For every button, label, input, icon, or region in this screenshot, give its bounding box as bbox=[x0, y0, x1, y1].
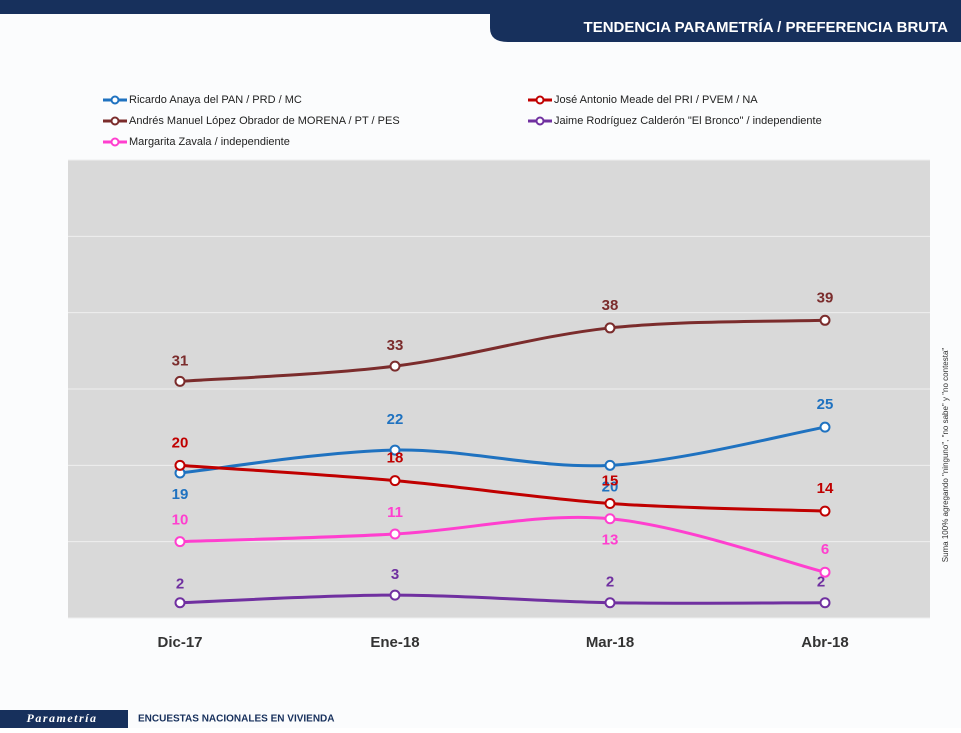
data-label: 3 bbox=[391, 566, 399, 583]
legend-label: Jaime Rodríguez Calderón "El Bronco" / i… bbox=[554, 115, 822, 127]
legend-label: Andrés Manuel López Obrador de MORENA / … bbox=[129, 115, 400, 127]
data-label: 25 bbox=[817, 396, 834, 413]
data-point bbox=[176, 461, 185, 470]
data-label: 38 bbox=[602, 297, 619, 314]
side-note: Suma 100% agregando "ninguno", "no sabe"… bbox=[941, 348, 950, 563]
x-tick-label: Mar-18 bbox=[586, 634, 634, 651]
slide: TENDENCIA PARAMETRÍA / PREFERENCIA BRUTA… bbox=[0, 0, 961, 728]
data-point bbox=[606, 499, 615, 508]
legend-marker bbox=[112, 139, 119, 146]
data-point bbox=[821, 507, 830, 516]
data-point bbox=[821, 598, 830, 607]
data-point bbox=[606, 514, 615, 523]
data-point bbox=[391, 591, 400, 600]
data-point bbox=[606, 461, 615, 470]
legend-marker bbox=[112, 118, 119, 125]
data-label: 39 bbox=[817, 289, 834, 306]
data-label: 14 bbox=[817, 480, 834, 497]
footer-text: ENCUESTAS NACIONALES EN VIVIENDA bbox=[138, 714, 335, 725]
data-label: 13 bbox=[602, 532, 619, 549]
data-point bbox=[176, 537, 185, 546]
data-label: 11 bbox=[387, 504, 403, 521]
data-point bbox=[606, 598, 615, 607]
data-point bbox=[176, 377, 185, 386]
data-point bbox=[821, 316, 830, 325]
data-label: 15 bbox=[602, 472, 619, 489]
data-point bbox=[391, 362, 400, 371]
data-label: 33 bbox=[387, 337, 404, 354]
legend-label: Ricardo Anaya del PAN / PRD / MC bbox=[129, 94, 302, 106]
data-label: 10 bbox=[172, 512, 189, 529]
x-tick-label: Dic-17 bbox=[157, 634, 202, 651]
data-label: 2 bbox=[606, 574, 614, 591]
data-label: 20 bbox=[172, 434, 189, 451]
data-label: 31 bbox=[172, 352, 189, 369]
data-label: 6 bbox=[821, 541, 829, 558]
data-label: 19 bbox=[172, 486, 189, 503]
header-title: TENDENCIA PARAMETRÍA / PREFERENCIA BRUTA bbox=[584, 19, 949, 36]
data-point bbox=[391, 530, 400, 539]
x-tick-label: Abr-18 bbox=[801, 634, 849, 651]
data-label: 18 bbox=[387, 450, 404, 467]
data-point bbox=[176, 598, 185, 607]
top-bar bbox=[0, 0, 961, 14]
data-point bbox=[821, 568, 830, 577]
data-label: 2 bbox=[176, 576, 184, 593]
data-point bbox=[391, 476, 400, 485]
legend-label: José Antonio Meade del PRI / PVEM / NA bbox=[554, 94, 758, 106]
data-label: 22 bbox=[387, 411, 404, 428]
x-tick-label: Ene-18 bbox=[370, 634, 419, 651]
legend-marker bbox=[537, 118, 544, 125]
data-point bbox=[821, 423, 830, 432]
legend-label: Margarita Zavala / independiente bbox=[129, 136, 290, 148]
legend-marker bbox=[537, 97, 544, 104]
legend-marker bbox=[112, 97, 119, 104]
data-point bbox=[606, 323, 615, 332]
footer-brand: Parametría bbox=[27, 711, 98, 725]
